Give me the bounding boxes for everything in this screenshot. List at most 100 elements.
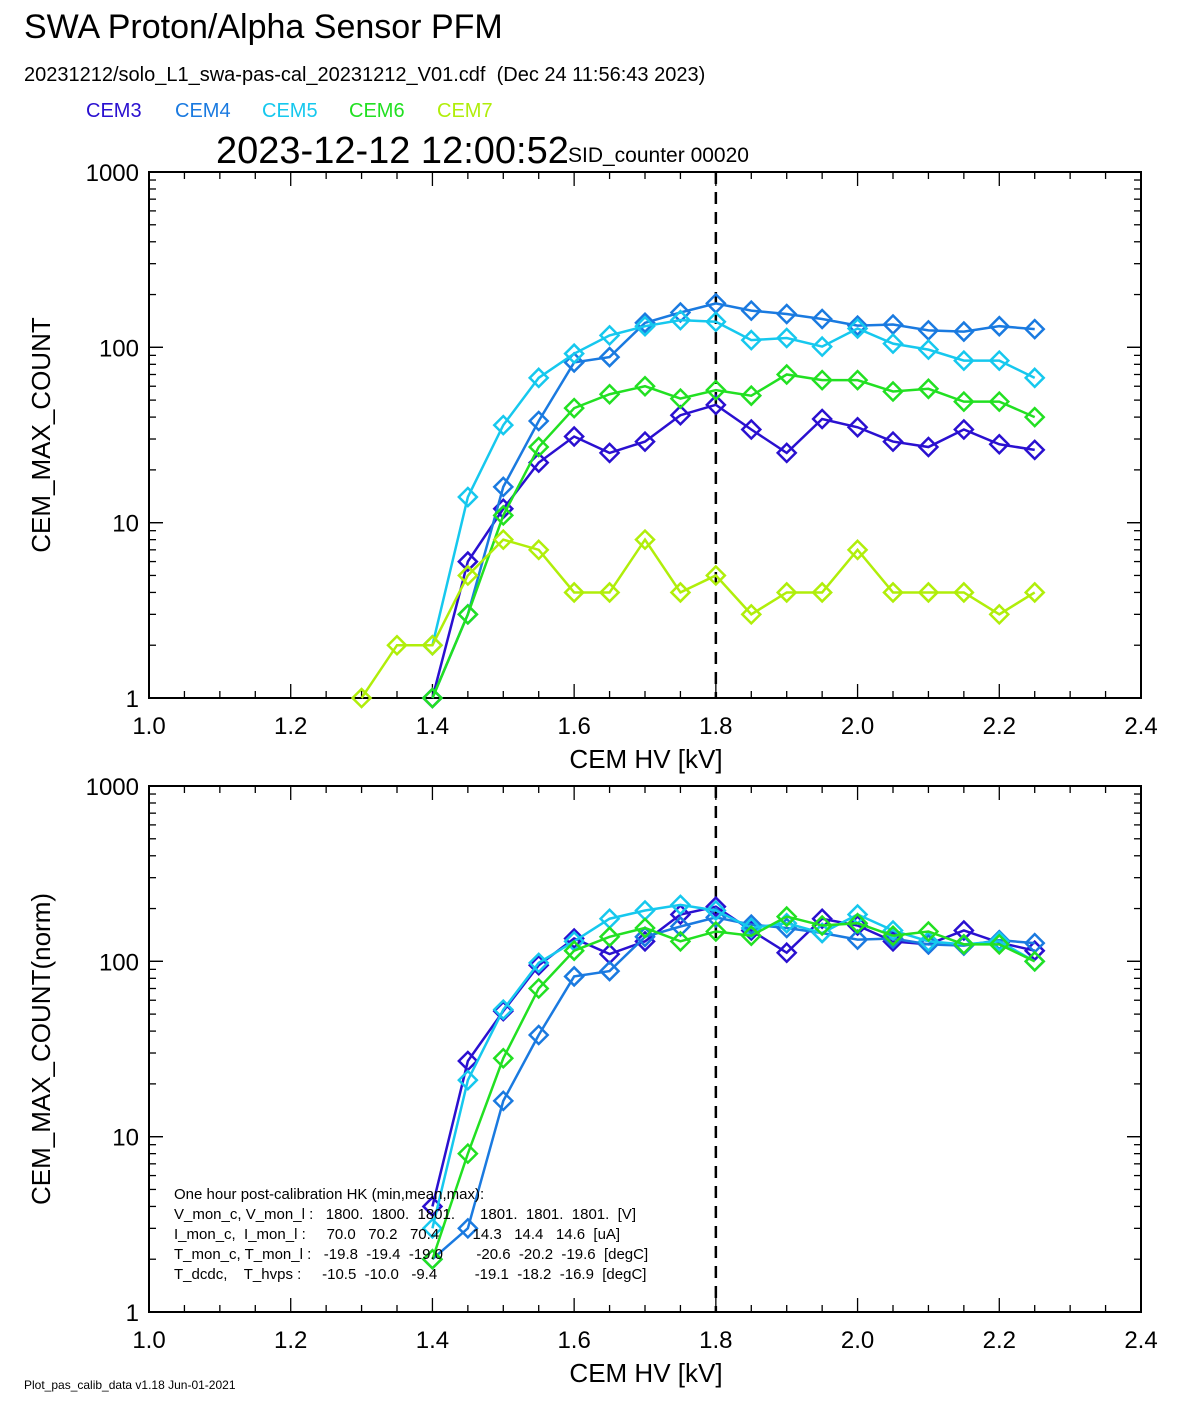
data-point-marker	[775, 327, 798, 349]
data-point-marker	[421, 1217, 444, 1240]
x-tick-label: 1.0	[132, 1327, 165, 1354]
annotation-line: I_mon_c, I_mon_l : 70.0 70.2 70.4 14.3 1…	[174, 1226, 620, 1243]
legend-item-cem5: CEM5	[262, 100, 318, 122]
y-tick-label: 10	[112, 511, 139, 538]
data-point-marker	[917, 338, 940, 361]
annotation-line: V_mon_c, V_mon_l : 1800. 1800. 1801. 180…	[174, 1206, 636, 1223]
x-axis-label: CEM HV [kV]	[569, 1358, 722, 1388]
data-point-marker	[598, 346, 621, 368]
data-point-marker	[492, 504, 515, 527]
x-tick-label: 1.4	[416, 1327, 449, 1354]
x-tick-label: 2.2	[983, 713, 1016, 740]
data-point-marker	[563, 425, 585, 448]
data-point-marker	[386, 634, 408, 656]
data-point-marker	[811, 408, 833, 430]
data-point-marker	[775, 581, 798, 604]
data-point-marker	[527, 1024, 550, 1046]
data-point-marker	[917, 436, 940, 458]
legend-item-cem4: CEM4	[175, 100, 231, 122]
data-point-marker	[988, 930, 1011, 953]
data-point-marker	[846, 928, 869, 951]
y-axis-label: CEM_MAX_COUNT(norm)	[26, 893, 56, 1205]
data-point-marker	[705, 379, 727, 401]
y-tick-label: 10	[112, 1125, 139, 1152]
legend-item-cem6: CEM6	[349, 100, 405, 122]
data-point-marker	[634, 917, 656, 939]
chart-title: SWA Proton/Alpha Sensor PFM	[24, 8, 503, 46]
series-cem6	[421, 363, 1046, 709]
series-line	[431, 373, 1036, 699]
data-point-marker	[953, 581, 975, 604]
data-point-marker	[527, 436, 550, 458]
y-tick-label: 100	[99, 949, 139, 976]
data-point-marker	[634, 926, 656, 948]
x-axis-label: CEM HV [kV]	[569, 744, 722, 774]
data-point-marker	[1023, 439, 1046, 461]
data-point-marker	[634, 528, 656, 551]
data-point-marker	[740, 913, 763, 936]
data-point-marker	[917, 581, 940, 604]
data-point-marker	[1023, 406, 1046, 428]
data-point-marker	[1023, 950, 1046, 973]
series-cem5	[421, 309, 1046, 656]
data-point-marker	[846, 539, 869, 561]
data-point-marker	[740, 329, 763, 351]
data-point-marker	[563, 939, 585, 962]
data-point-marker	[953, 349, 975, 372]
x-tick-label: 1.6	[557, 1327, 590, 1354]
data-point-marker	[811, 369, 833, 391]
data-point-marker	[598, 581, 621, 604]
data-point-marker	[740, 418, 763, 441]
data-point-marker	[492, 476, 515, 498]
data-point-marker	[457, 550, 479, 573]
data-point-marker	[669, 894, 692, 916]
data-point-marker	[527, 952, 550, 974]
data-point-marker	[421, 634, 444, 656]
x-tick-label: 2.0	[841, 713, 874, 740]
data-point-marker	[669, 387, 692, 410]
data-point-marker	[953, 933, 975, 956]
data-point-marker	[598, 926, 621, 948]
data-point-marker	[775, 442, 798, 464]
data-point-marker	[1023, 318, 1046, 340]
file-subtitle: 20231212/solo_L1_swa-pas-cal_20231212_V0…	[24, 64, 706, 86]
plot-1: 1.0 1.2 1.4 1.6 1.8 2.0 2.2 2.4 1 10 100 1000 CEM HV…	[26, 160, 1158, 774]
data-point-marker	[634, 375, 656, 397]
series-cem6	[421, 905, 1046, 1270]
data-point-marker	[882, 919, 904, 942]
data-point-marker	[527, 410, 550, 432]
y-tick-label: 1	[126, 686, 139, 713]
x-tick-label: 1.2	[274, 1327, 307, 1354]
data-point-marker	[988, 349, 1011, 372]
data-point-marker	[917, 930, 940, 953]
annotation-line: T_mon_c, T_mon_l : -19.8 -19.4 -19.0 -20…	[174, 1246, 648, 1263]
data-point-marker	[527, 539, 550, 561]
data-point-marker	[563, 581, 585, 604]
x-tick-label: 1.0	[132, 713, 165, 740]
data-point-marker	[882, 924, 904, 947]
legend-item-cem7: CEM7	[437, 100, 493, 122]
data-point-marker	[953, 390, 975, 413]
data-point-marker	[882, 581, 904, 604]
data-point-marker	[705, 895, 727, 918]
data-point-marker	[917, 920, 940, 943]
data-point-marker	[527, 977, 550, 1000]
data-point-marker	[457, 1142, 479, 1165]
data-point-marker	[775, 941, 798, 964]
series-line	[360, 537, 1036, 699]
data-point-marker	[634, 430, 656, 453]
data-point-marker	[705, 920, 727, 943]
data-point-marker	[882, 380, 904, 403]
x-tick-label: 1.6	[557, 713, 590, 740]
data-point-marker	[811, 907, 833, 930]
data-point-marker	[988, 390, 1011, 413]
data-point-marker	[988, 433, 1011, 456]
x-tick-label: 1.8	[699, 1327, 732, 1354]
data-point-marker	[457, 564, 479, 587]
data-point-marker	[421, 1248, 444, 1270]
data-point-marker	[953, 919, 975, 942]
series-line	[431, 302, 1035, 699]
data-point-marker	[669, 404, 692, 426]
data-point-marker	[457, 486, 479, 508]
data-point-marker	[953, 320, 975, 343]
